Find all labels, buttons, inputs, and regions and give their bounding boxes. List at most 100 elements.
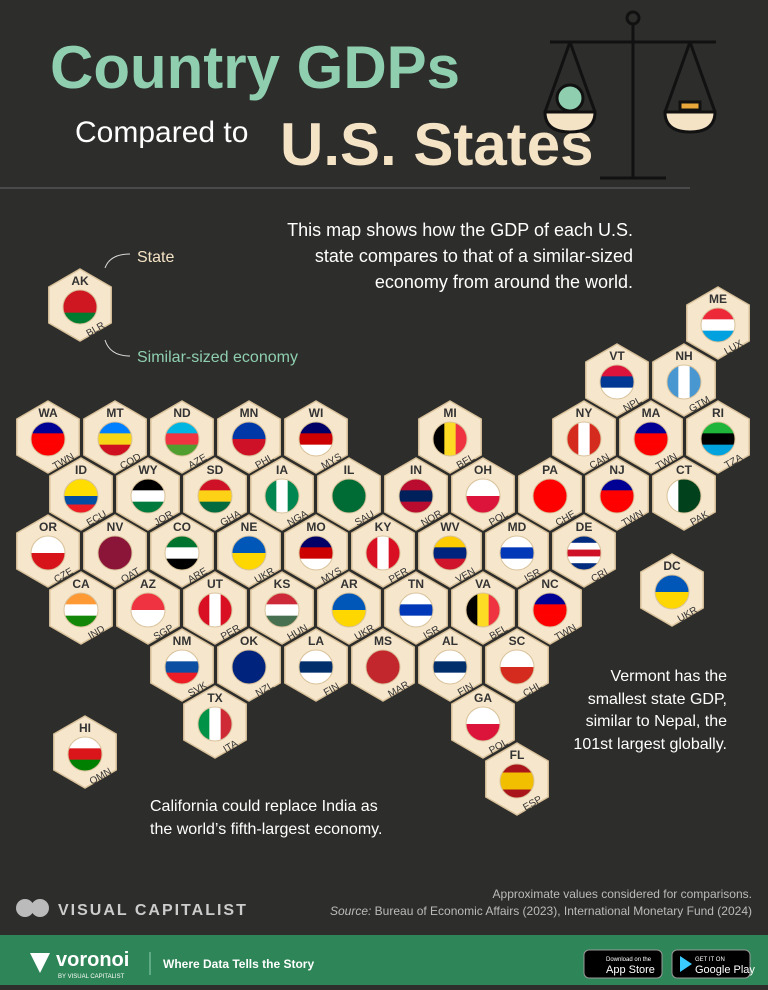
state-label: ND [173, 406, 191, 420]
flag-stripe [444, 422, 456, 456]
flag-stripe [366, 536, 378, 570]
flag-stripe [500, 789, 534, 798]
flag-stripe [31, 444, 65, 456]
flag-stripe [500, 536, 534, 548]
flag [600, 365, 634, 399]
flag [701, 308, 735, 342]
state-label: MS [374, 634, 392, 648]
state-label: NM [173, 634, 192, 648]
state-label: NJ [609, 463, 624, 477]
flag [366, 536, 400, 570]
state-label: PA [542, 463, 558, 477]
flag [198, 593, 232, 627]
flag-ring [197, 478, 233, 514]
flag [433, 422, 467, 456]
state-label: NE [241, 520, 258, 534]
note-line: the world’s fifth-largest economy. [150, 821, 382, 838]
flag-ring [700, 421, 736, 457]
flag-stripe [567, 549, 601, 557]
flag-stripe [701, 422, 735, 434]
state-label: UT [207, 577, 224, 591]
flag-stripe [63, 301, 97, 313]
flag-stripe [131, 501, 165, 513]
flag-stripe [265, 593, 299, 605]
flag-stripe [567, 536, 601, 544]
google-play-button[interactable] [671, 949, 751, 979]
flag-stripe [299, 650, 333, 662]
flag-stripe [31, 553, 65, 570]
legend-economy: Similar-sized economy [137, 349, 298, 366]
flag-ring [432, 535, 468, 571]
flag-stripe [399, 615, 433, 627]
flag-stripe [220, 707, 232, 741]
flag-stripe [299, 661, 333, 673]
flag-stripe [299, 444, 333, 456]
flag [232, 650, 266, 684]
flag-ring [432, 649, 468, 685]
flag-stripe [567, 556, 601, 564]
state-label: AZ [140, 577, 156, 591]
flag-stripe [31, 433, 65, 445]
app-store-button[interactable] [583, 949, 663, 979]
flag [634, 422, 668, 456]
flag-ring [499, 649, 535, 685]
flag-ring [164, 421, 200, 457]
play-icon [680, 956, 692, 972]
flag-stripe [198, 593, 210, 627]
flag-stripe [533, 615, 567, 627]
flag-ring [499, 763, 535, 799]
note-line: Vermont has the [610, 668, 727, 685]
flag-stripe [567, 422, 579, 456]
state-label: MO [306, 520, 325, 534]
flag [98, 536, 132, 570]
flag-stripe [31, 422, 65, 434]
flag [299, 422, 333, 456]
flag-stripe [165, 422, 199, 434]
flag [366, 650, 400, 684]
flag [198, 479, 232, 513]
flag-stripe [165, 661, 199, 673]
flag [299, 650, 333, 684]
state-label: IA [276, 463, 288, 477]
state-label: NV [107, 520, 124, 534]
flag-stripe [701, 308, 735, 320]
state-label: AK [71, 274, 89, 288]
state-label: WV [440, 520, 459, 534]
flag-stripe [64, 604, 98, 616]
flag-stripe [500, 781, 534, 790]
flag-ring [331, 592, 367, 628]
flag-ring [654, 574, 690, 610]
legend-arrow [104, 339, 131, 357]
flag [131, 593, 165, 627]
state-label: CT [676, 463, 693, 477]
flag-stripe [276, 479, 288, 513]
flag-stripe [265, 479, 277, 513]
flag-stripe [232, 439, 266, 456]
flag [667, 365, 701, 399]
flag-stripe [63, 312, 97, 324]
state-label: KS [274, 577, 291, 591]
flag-stripe [500, 764, 534, 773]
flag-stripe [299, 558, 333, 570]
flag-stripe [299, 422, 333, 434]
flag [667, 479, 701, 513]
flag [600, 479, 634, 513]
state-label: SD [207, 463, 224, 477]
flag-ring [197, 592, 233, 628]
flag-stripe [500, 558, 534, 570]
play-label: Google Play [695, 964, 755, 976]
flag-ring [365, 535, 401, 571]
